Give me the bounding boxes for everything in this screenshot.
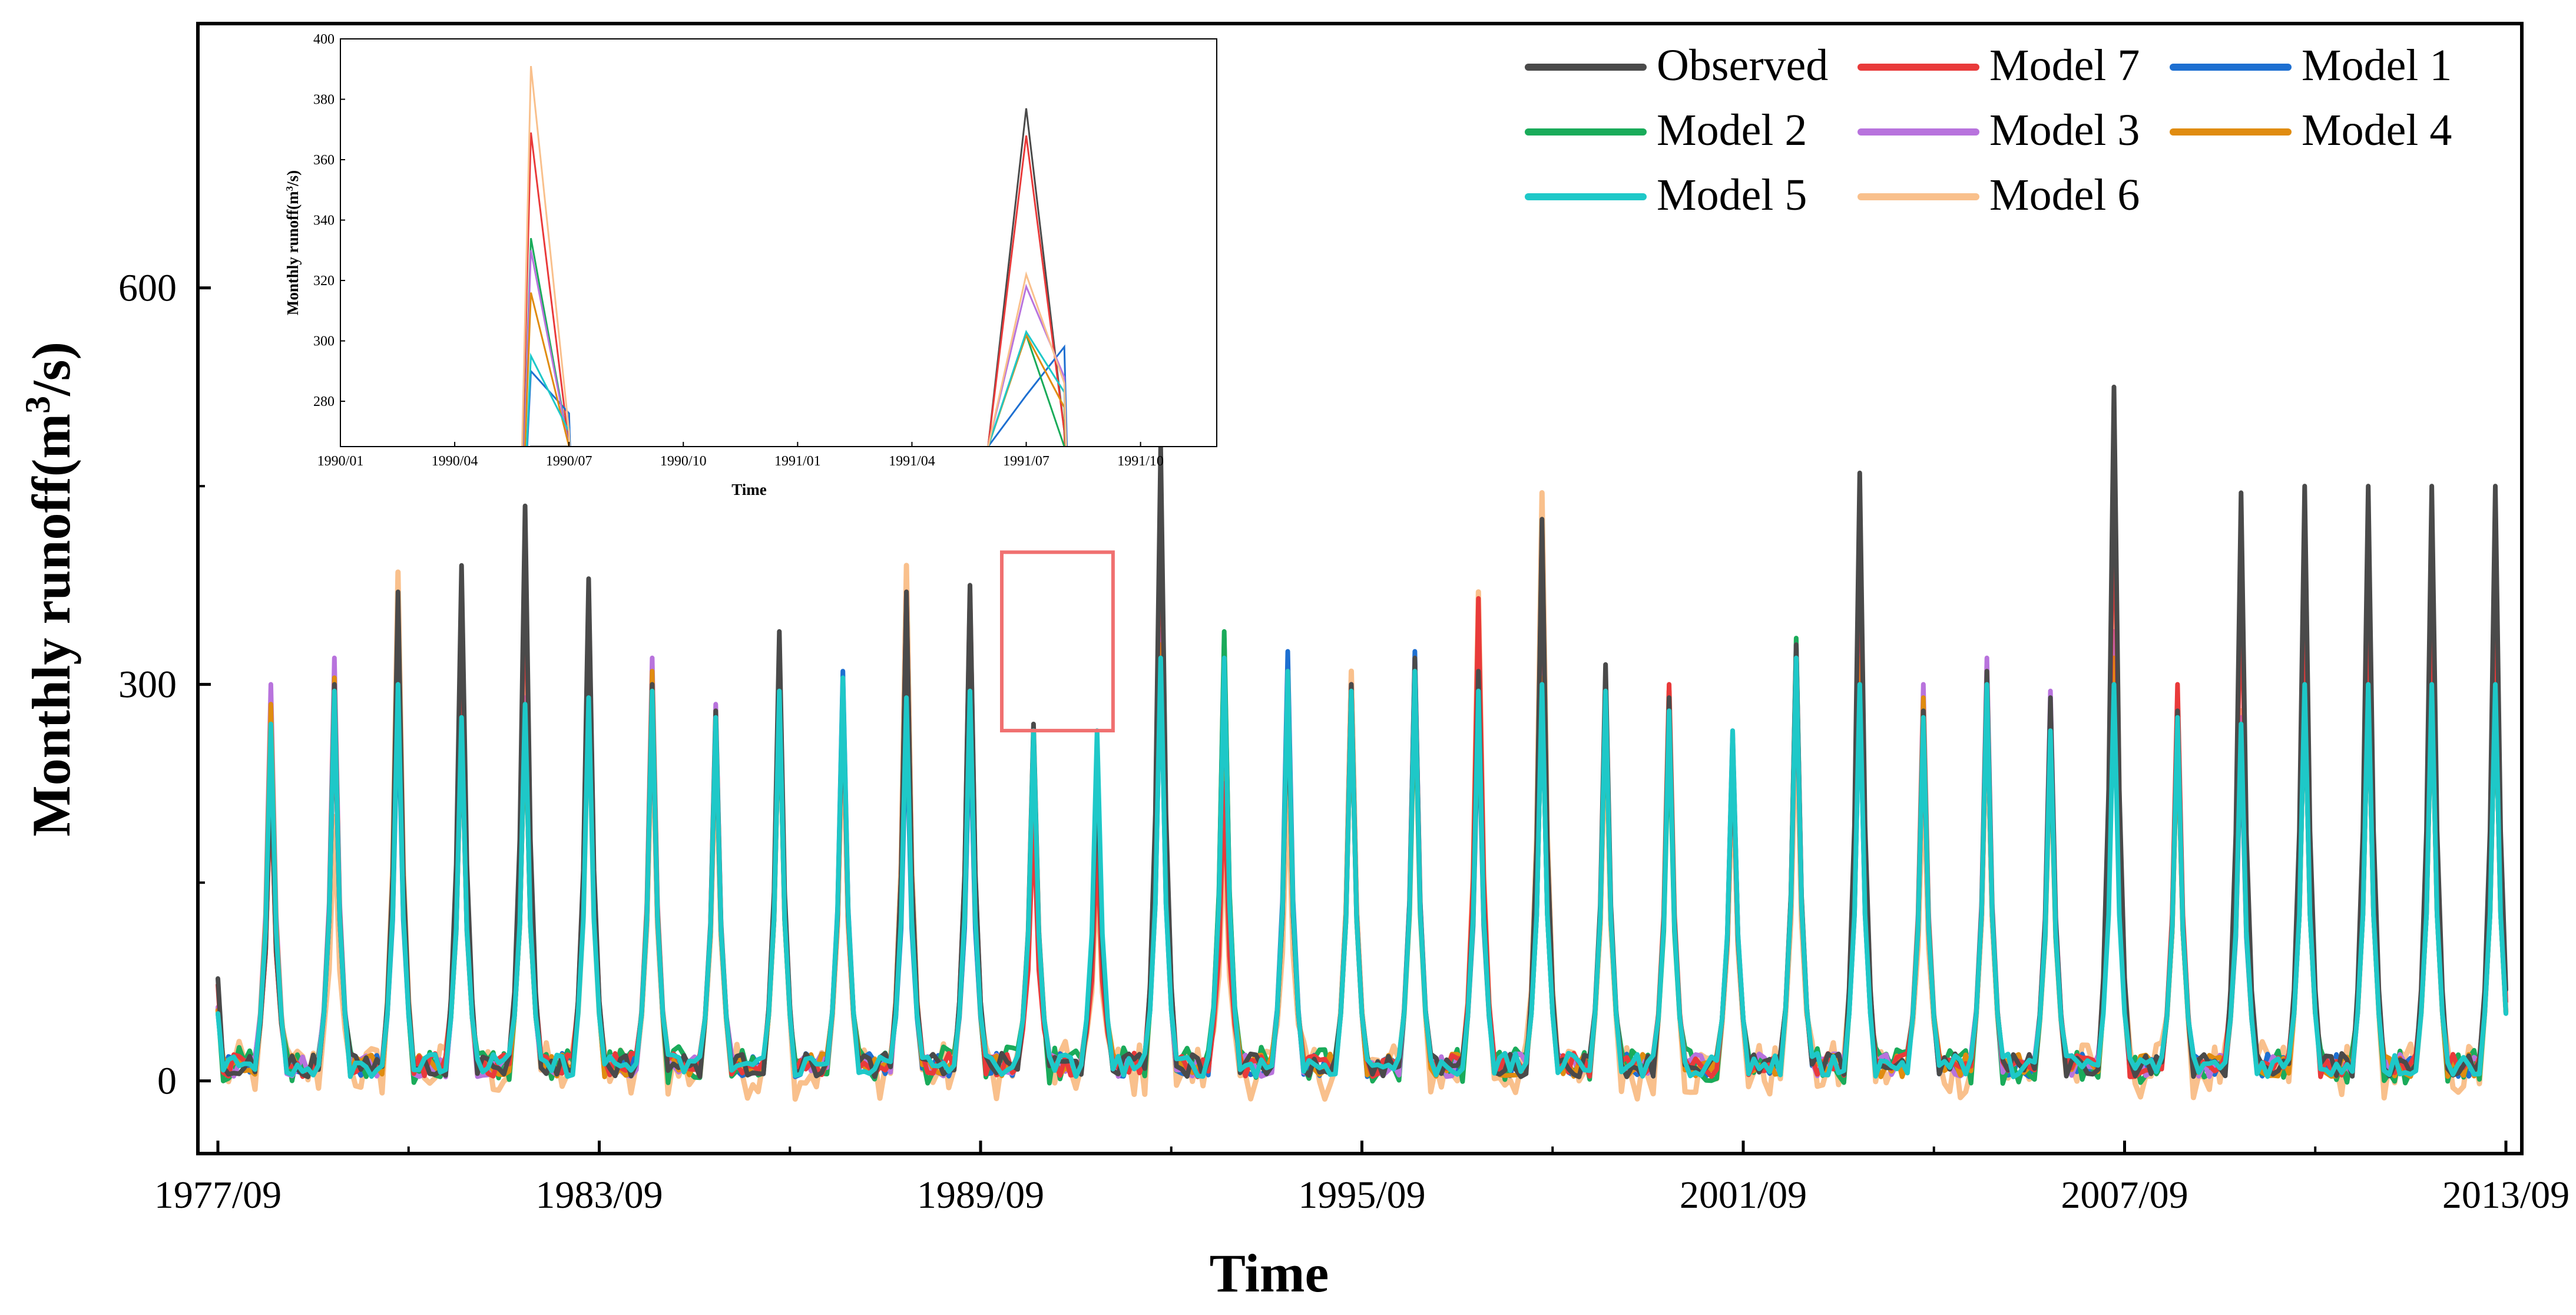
- inset-axis-ticks: 280 300 320 340 360 380 400 1990/01 1990/04 1990/…: [313, 32, 1164, 469]
- legend-label: Model 3: [1989, 105, 2140, 155]
- inset-series-line-model-5: [987, 329, 1067, 447]
- legend-label: Model 5: [1657, 170, 1807, 220]
- inset-y-axis-title-sup: 3: [284, 186, 295, 191]
- inset-x-tick-label: 1990/07: [546, 454, 592, 469]
- inset-x-tick-label: 1990/10: [660, 454, 707, 469]
- zoom-highlight-box: [1000, 550, 1115, 733]
- inset-y-tick-label: 360: [313, 153, 335, 168]
- inset-y-axis-title-pre: Monthly runoff(m: [284, 191, 302, 315]
- series-line-model-5: [216, 655, 2508, 1079]
- main-plot: [215, 384, 2509, 1102]
- inset-series-line-model-6: [521, 65, 571, 447]
- inset-x-axis-title: Time: [731, 481, 767, 498]
- legend: Observed Model 7 Model 1 Model 2 Model 3 Mode…: [1525, 41, 2452, 220]
- inset-plot: [521, 65, 1068, 447]
- y-axis-title-sup: 3: [18, 396, 57, 414]
- x-tick-label: 1989/09: [917, 1174, 1044, 1217]
- legend-label: Model 1: [2302, 41, 2452, 90]
- inset-x-tick-label: 1991/10: [1117, 454, 1164, 469]
- main-axis-ticks: 0 300 600 1977/09 1983/09 1989/09 1995/09 2001/…: [118, 267, 2570, 1217]
- y-axis-title-pre: Monthly runoff(m: [21, 414, 81, 837]
- inset-y-axis-title-post: /s): [284, 170, 302, 187]
- x-tick-label: 2001/09: [1680, 1174, 1807, 1217]
- legend-item-model-7: Model 7: [1857, 41, 2140, 90]
- y-axis-title: Monthly runoff(m3/s): [18, 342, 81, 837]
- inset-series-line-model-4: [987, 332, 1067, 447]
- legend-item-model-1: Model 1: [2170, 41, 2452, 90]
- y-tick-label: 0: [157, 1060, 177, 1103]
- legend-label: Model 2: [1657, 105, 1807, 155]
- inset-x-tick-label: 1991/01: [774, 454, 821, 469]
- inset-y-tick-label: 340: [313, 213, 335, 229]
- legend-item-model-6: Model 6: [1857, 170, 2140, 220]
- legend-item-model-2: Model 2: [1525, 105, 1807, 155]
- y-tick-label: 300: [118, 663, 177, 706]
- inset-y-axis-title: Monthly runoff(m3/s): [284, 170, 302, 315]
- inset-y-tick-label: 280: [313, 394, 335, 409]
- inset-x-tick-label: 1991/07: [1003, 454, 1049, 469]
- y-tick-label: 600: [118, 267, 177, 310]
- x-tick-label: 1977/09: [154, 1174, 282, 1217]
- inset-x-tick-label: 1990/01: [317, 454, 364, 469]
- zoom-box-rect: [1000, 550, 1115, 733]
- inset-background: [289, 39, 1217, 447]
- inset-series-line-model-4: [524, 292, 570, 447]
- legend-item-observed: Observed: [1525, 41, 1828, 90]
- x-tick-label: 1995/09: [1298, 1174, 1425, 1217]
- x-tick-label: 2007/09: [2061, 1174, 2188, 1217]
- legend-label: Model 7: [1989, 41, 2140, 90]
- legend-item-model-3: Model 3: [1857, 105, 2140, 155]
- plot-frame: [196, 22, 2524, 1155]
- inset-series-line-model-7: [987, 135, 1066, 447]
- x-axis-title: Time: [1210, 1243, 1329, 1303]
- x-tick-label: 2013/09: [2442, 1174, 2570, 1217]
- y-axis-title-post: /s): [21, 342, 81, 397]
- legend-item-model-4: Model 4: [2170, 105, 2452, 155]
- inset-y-tick-label: 400: [313, 32, 335, 47]
- inset-y-tick-label: 300: [313, 334, 335, 349]
- legend-label: Model 4: [2302, 105, 2452, 155]
- inset-y-tick-label: 380: [313, 92, 335, 108]
- inset-frame: [340, 38, 1217, 447]
- inset-series-line-observed: [987, 108, 1066, 447]
- legend-item-model-5: Model 5: [1525, 170, 1807, 220]
- inset-x-tick-label: 1991/04: [889, 454, 935, 469]
- inset-x-tick-label: 1990/04: [432, 454, 478, 469]
- inset-series-line-model-6: [987, 271, 1067, 447]
- legend-label: Observed: [1657, 41, 1828, 90]
- inset-series-group: [521, 65, 1068, 447]
- inset-y-tick-label: 320: [313, 273, 335, 289]
- inset-series-line-model-5: [525, 352, 571, 447]
- x-tick-label: 1983/09: [535, 1174, 663, 1217]
- legend-label: Model 6: [1989, 170, 2140, 220]
- inset-series-line-model-3: [987, 283, 1068, 447]
